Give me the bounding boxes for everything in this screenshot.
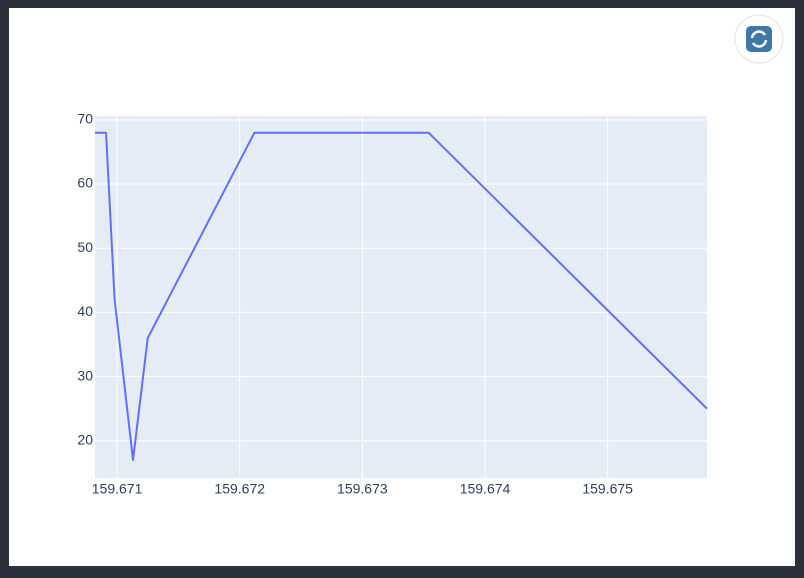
x-tick-label: 159.672 [214,481,265,497]
line [95,131,708,462]
y-tick-label: 20 [77,431,93,447]
x-tick-label: 159.673 [337,481,388,497]
y-tick-label: 30 [77,367,93,383]
refresh-button[interactable] [734,14,784,64]
refresh-icon[interactable] [746,26,772,52]
y-tick-label: 60 [77,175,93,191]
x-tick-label: 159.675 [582,481,633,497]
x-tick-label: 159.671 [92,481,143,497]
refresh-arrows[interactable] [750,30,768,48]
x-tick-label: 159.674 [460,481,511,497]
plot-area [95,116,707,478]
y-tick-label: 40 [77,303,93,319]
y-tick-label: 50 [77,239,93,255]
y-tick-label: 70 [77,111,93,127]
